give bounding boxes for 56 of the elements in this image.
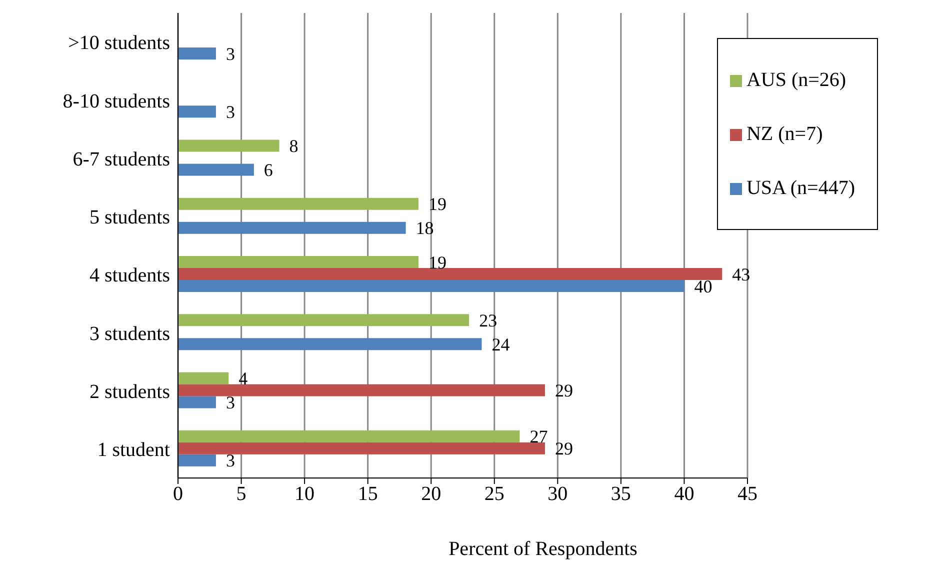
data-label: 29 — [555, 438, 573, 459]
bar — [178, 164, 254, 176]
x-tick-label: 10 — [294, 483, 315, 506]
x-tick-label: 0 — [173, 483, 183, 506]
bar — [178, 222, 406, 234]
bar — [178, 384, 545, 396]
bar — [178, 430, 520, 442]
bar — [178, 314, 470, 326]
data-label: 43 — [732, 264, 750, 284]
data-label: 40 — [694, 276, 712, 296]
x-tick-label: 15 — [358, 483, 378, 506]
data-label: 27 — [530, 426, 548, 447]
bar — [178, 338, 482, 350]
x-tick-label: 35 — [610, 483, 631, 506]
y-tick-label: 5 students — [89, 206, 170, 229]
bar — [178, 396, 216, 408]
y-tick-label: 3 students — [89, 322, 170, 345]
x-tick-label: 25 — [484, 483, 504, 506]
bar — [178, 442, 545, 454]
y-tick-label: 6-7 students — [72, 148, 170, 170]
y-tick-label: 1 student — [97, 439, 170, 462]
bar — [178, 372, 229, 384]
x-tick-label: 20 — [421, 483, 442, 506]
data-label: 18 — [416, 218, 434, 238]
data-label: 6 — [264, 160, 273, 180]
bar — [178, 268, 722, 280]
data-label: 19 — [428, 252, 446, 272]
y-tick-label: 8-10 students — [62, 90, 170, 112]
x-tick-label: 45 — [737, 483, 758, 506]
y-tick-label: >10 students — [68, 32, 170, 54]
bar — [178, 140, 280, 152]
legend-label: AUS (n=26) — [746, 69, 846, 91]
bar — [178, 198, 418, 210]
x-tick-label: 30 — [548, 483, 568, 506]
y-tick-label: 4 students — [89, 264, 170, 287]
data-label: 8 — [289, 136, 298, 156]
bar — [178, 106, 216, 118]
y-tick-label: 2 students — [89, 380, 170, 403]
bar — [178, 47, 216, 60]
data-label: 3 — [226, 392, 235, 413]
x-tick-label: 40 — [674, 483, 694, 506]
bar — [178, 280, 684, 292]
data-label: 3 — [226, 450, 235, 471]
data-label: 24 — [492, 334, 510, 354]
bar — [178, 454, 216, 466]
legend-label: NZ (n=7) — [746, 123, 823, 145]
data-label: 3 — [226, 102, 235, 122]
x-axis-title: Percent of Respondents — [448, 538, 638, 561]
legend-label: USA (n=447) — [746, 177, 855, 199]
bar — [178, 256, 418, 268]
data-label: 19 — [428, 194, 446, 214]
data-label: 3 — [226, 44, 235, 64]
data-label: 4 — [238, 368, 248, 389]
data-label: 29 — [555, 380, 573, 401]
data-label: 23 — [479, 310, 498, 330]
x-tick-label: 5 — [236, 483, 246, 506]
